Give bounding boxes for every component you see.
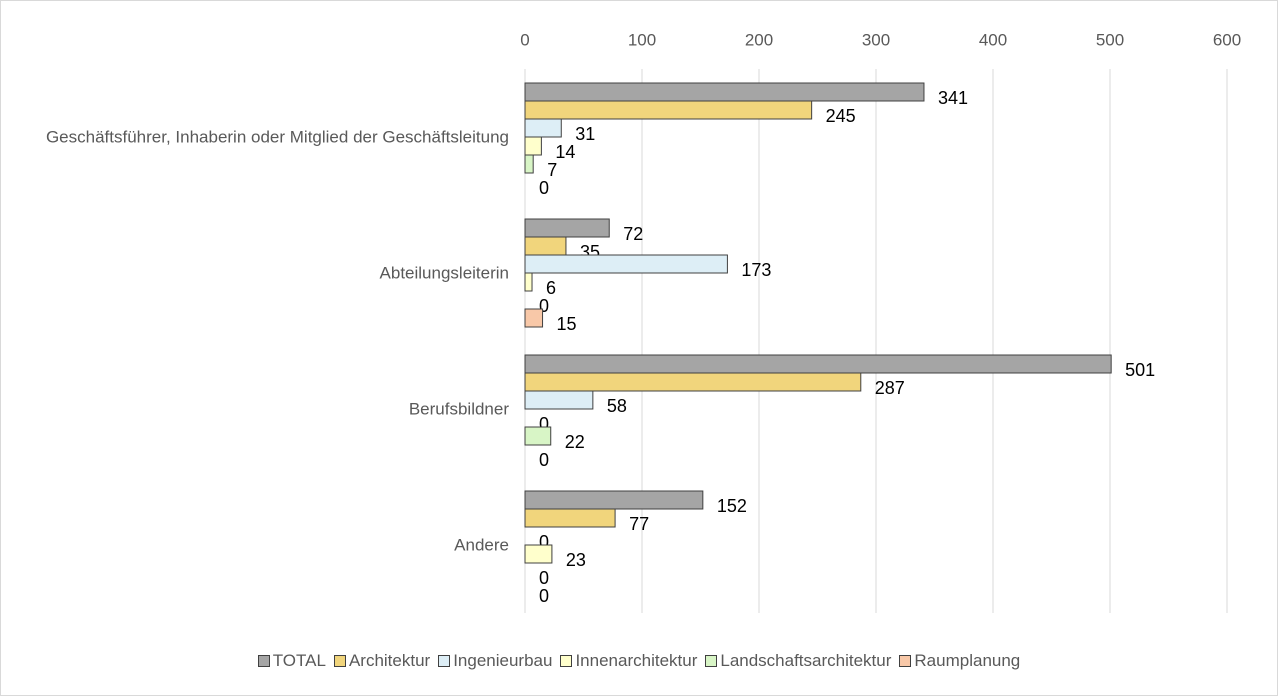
- x-tick-label: 400: [979, 30, 1007, 49]
- legend: TOTAL Architektur Ingenieurbau Innenarchite…: [1, 651, 1277, 671]
- bar: [524, 508, 616, 528]
- legend-swatch: [438, 655, 451, 667]
- bar: [524, 218, 610, 238]
- category-label: Andere: [19, 529, 509, 562]
- legend-item: TOTAL: [257, 651, 326, 671]
- legend-label: Innenarchitektur: [575, 651, 698, 670]
- data-label: 77: [629, 514, 649, 534]
- bar: [524, 426, 552, 446]
- category-label: Abteilungsleiterin: [19, 257, 509, 290]
- data-label: 0: [539, 296, 549, 316]
- x-tick-label: 0: [520, 30, 529, 49]
- bar: [524, 544, 553, 564]
- data-label: 287: [875, 378, 905, 398]
- x-tick-label: 600: [1213, 30, 1241, 49]
- legend-swatch: [899, 655, 912, 667]
- legend-label: Architektur: [348, 651, 431, 670]
- legend-swatch: [560, 655, 573, 667]
- data-label: 72: [623, 224, 643, 244]
- legend-item: Architektur: [333, 651, 431, 671]
- legend-label: Raumplanung: [914, 651, 1021, 670]
- data-label: 14: [555, 142, 575, 162]
- data-label: 0: [539, 178, 549, 198]
- legend-item: Raumplanung: [899, 651, 1020, 671]
- data-label: 0: [539, 568, 549, 588]
- data-label: 501: [1125, 360, 1155, 380]
- data-label: 245: [826, 106, 856, 126]
- x-tick-label: 300: [862, 30, 890, 49]
- legend-item: Ingenieurbau: [438, 651, 552, 671]
- bar: [524, 490, 704, 510]
- bar: [524, 372, 862, 392]
- bar: [524, 390, 594, 410]
- legend-label: TOTAL: [272, 651, 326, 670]
- bar: [524, 354, 1112, 374]
- bar: [524, 272, 533, 292]
- data-label: 0: [539, 414, 549, 434]
- data-label: 0: [539, 450, 549, 470]
- data-label: 31: [575, 124, 595, 144]
- legend-item: Landschaftsarchitektur: [705, 651, 891, 671]
- bar: [524, 136, 542, 156]
- data-label: 23: [566, 550, 586, 570]
- category-text: Andere: [454, 535, 509, 555]
- data-label: 152: [717, 496, 747, 516]
- legend-label: Ingenieurbau: [453, 651, 553, 670]
- data-label: 173: [741, 260, 771, 280]
- legend-swatch: [705, 655, 718, 667]
- bar: [524, 236, 567, 256]
- data-label: 6: [546, 278, 556, 298]
- x-tick-label: 500: [1096, 30, 1124, 49]
- legend-swatch: [333, 655, 346, 667]
- legend-item: Innenarchitektur: [560, 651, 697, 671]
- data-label: 0: [539, 532, 549, 552]
- data-label: 58: [607, 396, 627, 416]
- legend-label: Landschaftsarchitektur: [720, 651, 892, 670]
- data-label: 341: [938, 88, 968, 108]
- bar: [524, 254, 728, 274]
- category-text: Abteilungsleiterin: [379, 263, 509, 283]
- data-label: 15: [557, 314, 577, 334]
- data-label: 22: [565, 432, 585, 452]
- x-tick-label: 200: [745, 30, 773, 49]
- legend-swatch: [257, 655, 270, 667]
- category-label: Berufsbildner: [19, 393, 509, 426]
- bar: [524, 100, 813, 120]
- data-label: 7: [547, 160, 557, 180]
- bar: [524, 118, 562, 138]
- bar: [524, 82, 925, 102]
- data-label: 0: [539, 586, 549, 606]
- category-text: Geschäftsführer, Inhaberin oder Mitglied…: [45, 127, 509, 147]
- bar: [524, 154, 534, 174]
- category-label: Geschäftsführer, Inhaberin oder Mitglied…: [19, 121, 509, 154]
- category-text: Berufsbildner: [408, 399, 509, 419]
- bar: [524, 308, 544, 328]
- x-tick-label: 100: [628, 30, 656, 49]
